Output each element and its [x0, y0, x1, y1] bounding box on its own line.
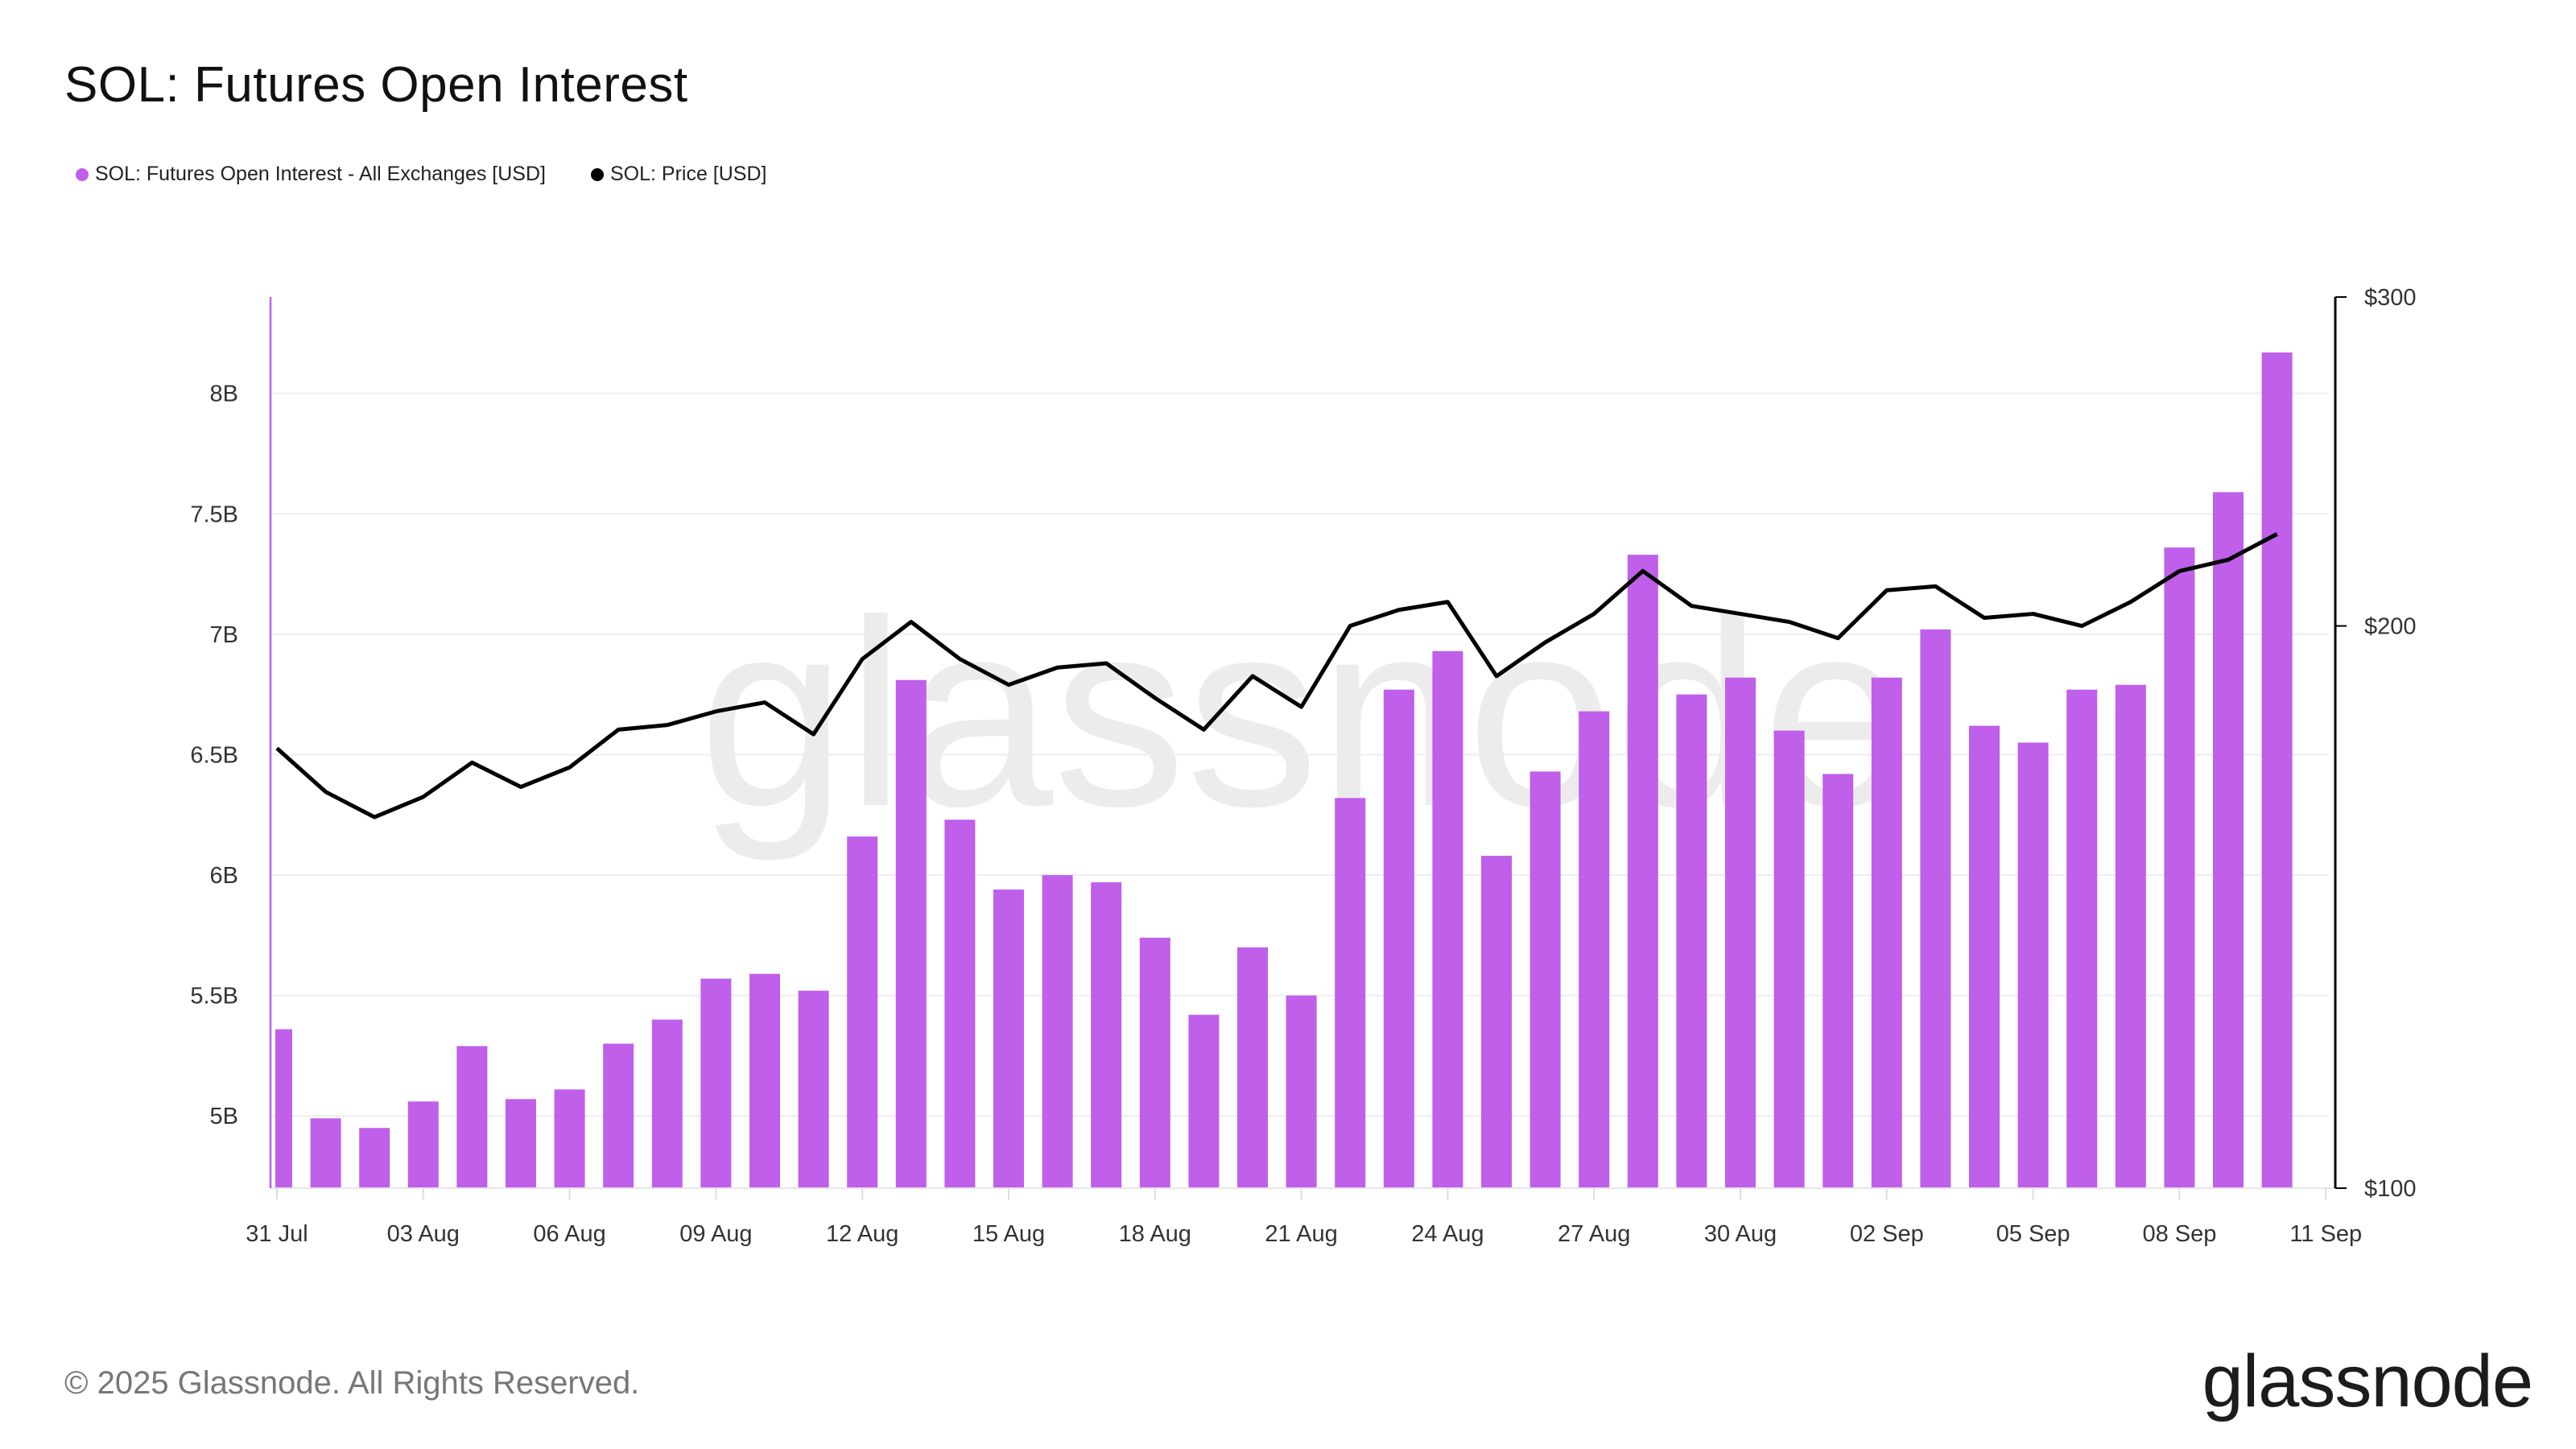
x-tick-label: 15 Aug	[972, 1221, 1045, 1247]
bar-03-sep	[1920, 629, 1951, 1188]
y-right-tick-label: $200	[2364, 614, 2417, 640]
x-tick-label: 08 Sep	[2142, 1221, 2216, 1247]
bar-16-aug	[1042, 875, 1073, 1188]
bar-31-jul	[275, 1029, 292, 1188]
bar-27-aug	[1579, 711, 1610, 1188]
bar-12-aug	[847, 836, 878, 1188]
bar-03-aug	[407, 1101, 439, 1188]
bar-20-aug	[1237, 947, 1268, 1188]
bar-30-aug	[1725, 677, 1756, 1188]
x-tick-label: 18 Aug	[1119, 1221, 1191, 1247]
bar-04-aug	[456, 1046, 488, 1188]
bar-19-aug	[1188, 1014, 1220, 1188]
bar-26-aug	[1530, 771, 1561, 1188]
legend: SOL: Futures Open Interest - All Exchang…	[76, 163, 766, 186]
x-tick-label: 09 Aug	[679, 1221, 752, 1247]
x-tick-label: 12 Aug	[826, 1221, 898, 1247]
y-left-tick-label: 6.5B	[190, 742, 238, 768]
y-left-tick-label: 5B	[210, 1104, 238, 1129]
x-tick-label: 06 Aug	[533, 1221, 605, 1247]
y-left-tick-label: 8B	[210, 382, 238, 407]
legend-dot-price	[590, 167, 604, 181]
bar-01-sep	[1823, 774, 1854, 1188]
bar-11-aug	[798, 990, 829, 1188]
bar-10-aug	[749, 973, 780, 1188]
bar-08-aug	[651, 1019, 683, 1188]
y-left-tick-label: 7.5B	[190, 502, 238, 527]
legend-item-open-interest[interactable]: SOL: Futures Open Interest - All Exchang…	[76, 163, 546, 186]
bar-05-sep	[2017, 742, 2049, 1188]
x-tick-label: 11 Sep	[2289, 1221, 2362, 1247]
bar-02-aug	[359, 1128, 390, 1188]
legend-label-price: SOL: Price [USD]	[609, 163, 767, 185]
axes: 5B 5.5B 6B 6.5B 7B 7.5B 8B 31 Jul 03 Aug 06 Aug 09…	[190, 285, 2416, 1247]
bar-21-aug	[1286, 995, 1317, 1188]
x-tick-label: 02 Sep	[1850, 1221, 1924, 1247]
bar-18-aug	[1139, 937, 1170, 1188]
bar-04-sep	[1969, 725, 2000, 1188]
x-tick-label: 27 Aug	[1558, 1221, 1630, 1247]
bar-22-aug	[1335, 798, 1366, 1188]
bar-28-aug	[1627, 555, 1658, 1188]
bar-17-aug	[1091, 882, 1122, 1188]
bar-10-sep	[2261, 352, 2293, 1189]
bar-09-sep	[2213, 492, 2244, 1188]
copyright-footer: © 2025 Glassnode. All Rights Reserved.	[64, 1365, 640, 1401]
bar-09-aug	[700, 978, 732, 1188]
bar-02-sep	[1871, 677, 1902, 1188]
y-right-tick-label: $300	[2364, 285, 2417, 311]
bar-25-aug	[1481, 856, 1512, 1188]
x-tick-label: 21 Aug	[1265, 1221, 1337, 1247]
x-tick-label: 31 Jul	[246, 1221, 308, 1247]
legend-dot-open-interest	[76, 167, 89, 181]
bar-15-aug	[993, 890, 1024, 1188]
glassnode-logo: glassnode	[2202, 1340, 2533, 1422]
bar-29-aug	[1676, 694, 1707, 1188]
bar-07-sep	[2115, 684, 2146, 1188]
bar-23-aug	[1383, 689, 1414, 1188]
y-right-tick-label: $100	[2364, 1176, 2417, 1202]
bar-13-aug	[895, 679, 927, 1188]
x-tick-label: 05 Sep	[1996, 1221, 2070, 1247]
bar-14-aug	[944, 819, 976, 1188]
chart-title: SOL: Futures Open Interest	[64, 57, 688, 113]
bar-08-sep	[2164, 547, 2195, 1188]
bar-01-aug	[310, 1118, 341, 1188]
bar-series	[275, 352, 2293, 1189]
legend-item-price[interactable]: SOL: Price [USD]	[590, 163, 767, 186]
x-tick-label: 30 Aug	[1704, 1221, 1777, 1247]
price-line	[275, 532, 2278, 819]
legend-label-open-interest: SOL: Futures Open Interest - All Exchang…	[95, 163, 546, 185]
bar-06-aug	[554, 1089, 585, 1188]
bar-24-aug	[1432, 650, 1463, 1188]
y-left-tick-label: 7B	[210, 622, 238, 648]
bar-07-aug	[603, 1043, 634, 1188]
y-left-tick-label: 6B	[210, 863, 238, 889]
bar-06-sep	[2066, 689, 2098, 1188]
line-series	[275, 532, 2278, 819]
bar-31-aug	[1773, 730, 1805, 1188]
y-left-tick-label: 5.5B	[190, 984, 238, 1009]
x-tick-label: 03 Aug	[387, 1221, 460, 1247]
x-tick-label: 24 Aug	[1411, 1221, 1484, 1247]
bar-05-aug	[506, 1099, 536, 1188]
